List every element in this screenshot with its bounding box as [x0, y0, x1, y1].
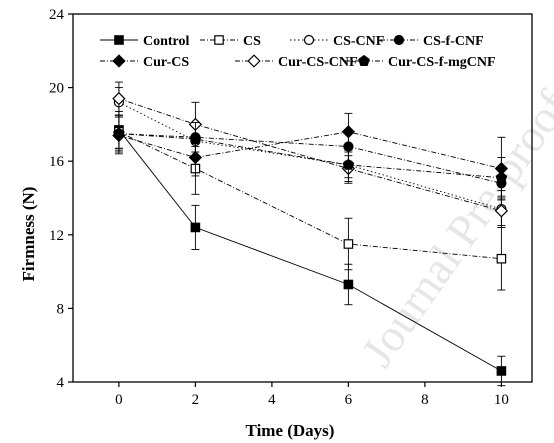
legend-item: CS	[200, 34, 261, 49]
y-tick-label: 12	[49, 228, 64, 244]
series-line	[118, 98, 502, 212]
series-cur-cs-cnf	[112, 81, 509, 227]
legend-label: Cur-CS	[143, 55, 189, 70]
data-point	[112, 91, 126, 106]
y-tick-label: 8	[57, 301, 65, 317]
data-point	[495, 171, 508, 183]
y-axis-label: Firmness (N)	[19, 187, 38, 282]
legend-label: CS-f-CNF	[423, 34, 484, 49]
series-line	[118, 101, 502, 210]
series-line	[118, 133, 502, 184]
x-tick-label: 2	[192, 392, 200, 408]
legend-item: Cur-CS	[100, 54, 189, 70]
data-point	[343, 279, 354, 290]
legend-item: Cur-CS-CNF	[235, 54, 358, 70]
plot-area-frame	[72, 13, 533, 383]
legend-marker	[114, 35, 124, 45]
data-point	[190, 222, 201, 233]
data-point	[343, 239, 354, 249]
legend-label: Control	[143, 34, 190, 49]
data-point	[496, 253, 507, 264]
legend-marker	[214, 35, 224, 45]
legend-marker	[358, 54, 370, 67]
legend-label: Cur-CS-f-mgCNF	[388, 55, 496, 70]
legend-label: Cur-CS-CNF	[278, 55, 358, 70]
x-tick-label: 10	[494, 392, 509, 408]
data-point	[341, 125, 356, 139]
series-line	[118, 133, 502, 179]
y-tick-label: 16	[49, 154, 65, 170]
y-tick-label: 4	[57, 375, 65, 391]
data-point	[342, 158, 355, 170]
watermark: Journal Pre-proof	[351, 81, 554, 376]
y-tick-label: 20	[49, 81, 64, 97]
data-point	[189, 132, 202, 145]
x-axis-label: Time (Days)	[246, 421, 335, 440]
legend-item: Control	[100, 34, 190, 49]
legend-item: Cur-CS-f-mgCNF	[345, 54, 496, 70]
legend-marker	[112, 54, 126, 68]
series-line	[118, 131, 502, 260]
legend-marker	[393, 34, 405, 46]
data-point	[113, 127, 125, 139]
series-cur-cs-f-mgcnf	[113, 114, 508, 199]
x-tick-label: 8	[421, 392, 429, 408]
x-tick-label: 0	[115, 392, 123, 408]
series-line	[118, 131, 502, 170]
data-point	[496, 366, 507, 376]
series-cur-cs	[112, 112, 509, 201]
x-tick-label: 4	[268, 392, 276, 408]
data-point	[494, 204, 509, 218]
legend-label: CS-CNF	[333, 34, 384, 49]
y-tick-label: 24	[49, 7, 65, 23]
legend-label: CS	[243, 34, 261, 49]
legend-marker	[247, 54, 261, 68]
legend-marker	[303, 34, 315, 46]
legend-item: CS-f-CNF	[380, 34, 484, 49]
legend-item: CS-CNF	[290, 34, 384, 49]
x-tick-label: 6	[345, 392, 353, 408]
series-line	[118, 129, 502, 372]
